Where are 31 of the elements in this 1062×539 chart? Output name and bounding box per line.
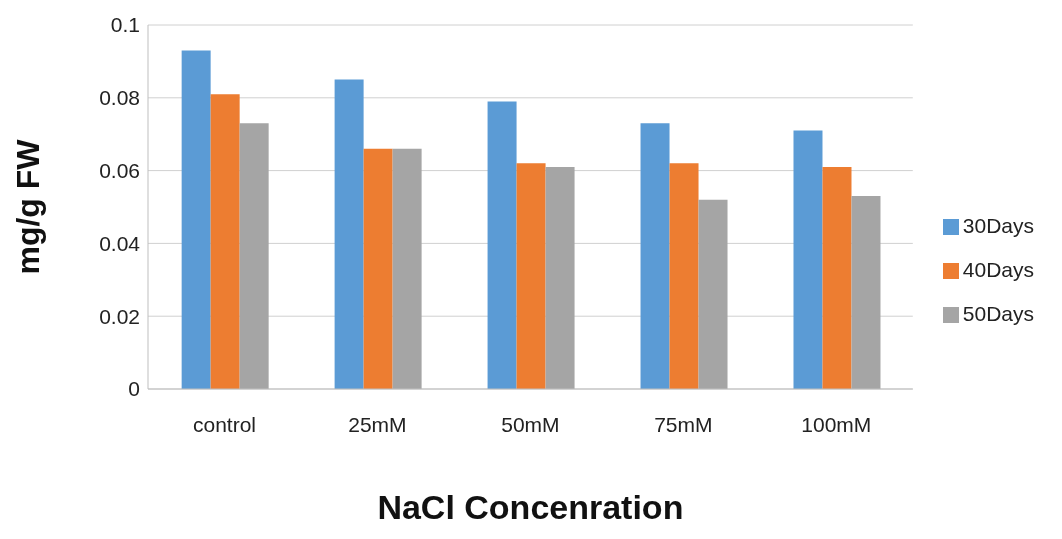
legend-label: 50Days (962, 301, 1034, 325)
x-tick-label: 100mM (801, 412, 872, 436)
y-tick-label: 0.08 (99, 86, 140, 110)
bar (545, 166, 575, 389)
x-tick-label: 25mM (348, 412, 407, 436)
legend-label: 30Days (962, 213, 1034, 237)
bar (210, 94, 240, 389)
x-axis-title: NaCl Concenration (377, 488, 684, 526)
bar (698, 199, 728, 389)
bar (239, 123, 269, 389)
bar (669, 163, 699, 389)
y-tick-label: 0 (128, 377, 140, 401)
bar (851, 196, 881, 389)
x-tick-label: 50mM (501, 412, 560, 436)
y-tick-label: 0.02 (99, 304, 140, 328)
legend-label: 40Days (962, 257, 1034, 281)
bar (793, 130, 823, 389)
bar (822, 166, 852, 389)
bar (363, 148, 393, 389)
bar (392, 148, 422, 389)
bar (487, 101, 517, 389)
y-tick-label: 0.04 (99, 231, 141, 255)
bar (334, 79, 364, 389)
x-tick-label: control (192, 412, 256, 436)
y-tick-label: 0.06 (99, 159, 140, 183)
x-tick-label: 75mM (654, 412, 713, 436)
y-axis-title: mg/g FW (10, 138, 47, 275)
bar (516, 163, 546, 389)
bar (640, 123, 670, 389)
y-tick-label: 0.1 (110, 13, 140, 37)
bar (181, 50, 211, 389)
